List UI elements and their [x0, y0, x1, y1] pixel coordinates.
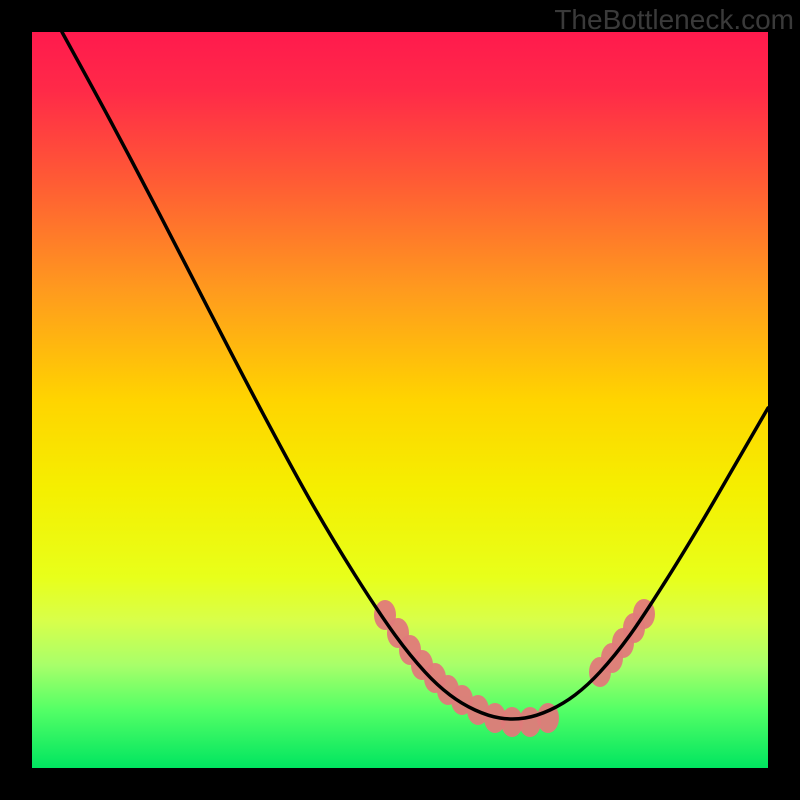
bottleneck-curve — [62, 32, 768, 719]
watermark-text: TheBottleneck.com — [554, 4, 794, 36]
chart-svg — [0, 0, 800, 800]
